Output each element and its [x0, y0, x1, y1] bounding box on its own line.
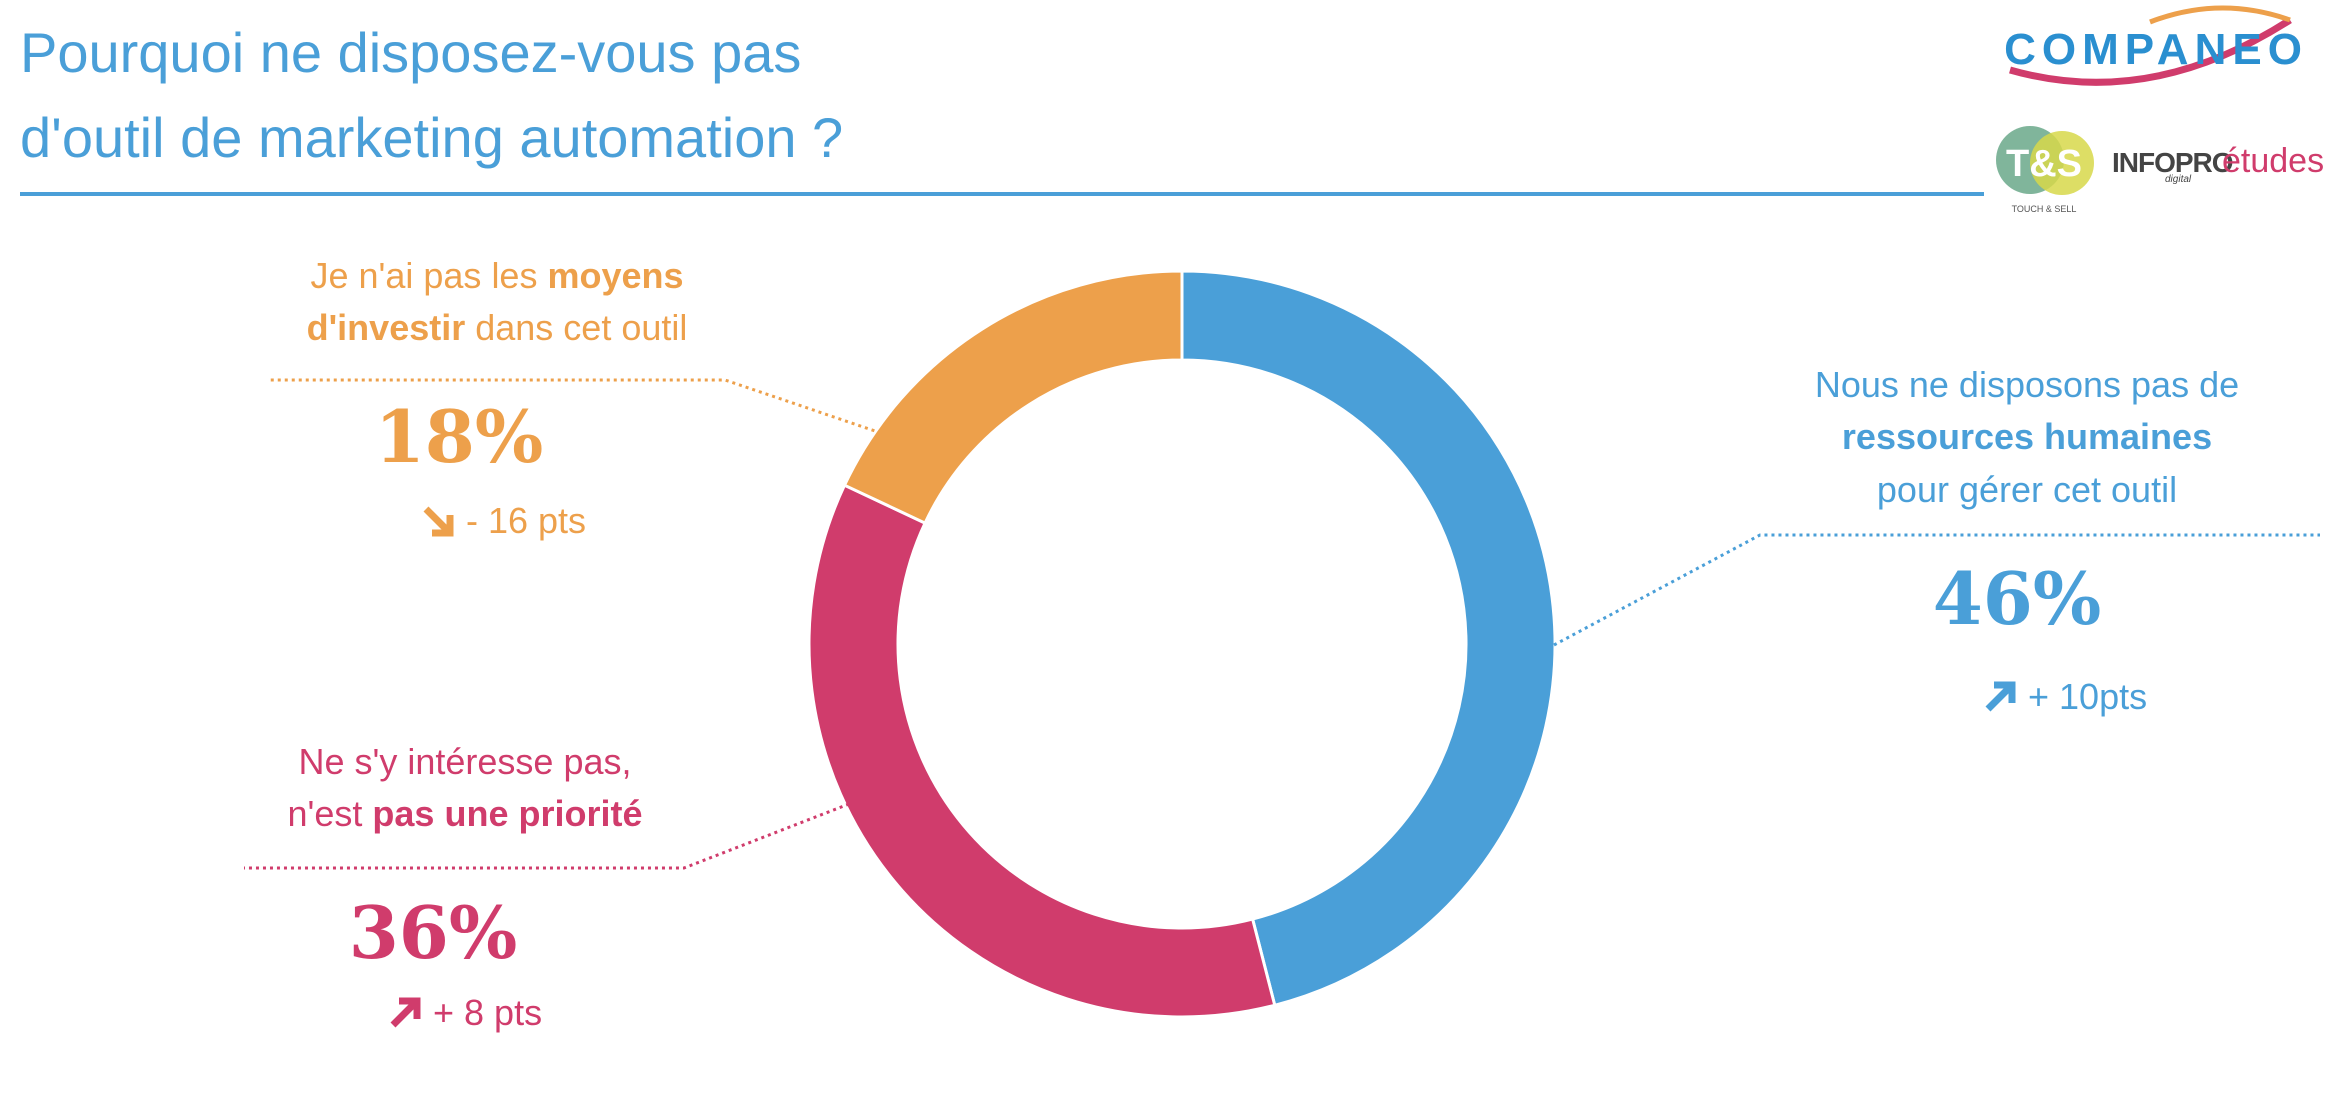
logo-swoosh [2009, 17, 2292, 86]
change-label: + 10pts [2028, 676, 2147, 717]
title-line: d'outil de marketing automation ? [20, 106, 843, 169]
donut-slice [807, 483, 1277, 1019]
trend-arrow [390, 997, 421, 1028]
value-label: 46% [1933, 556, 2102, 641]
slice-label-part: ressources humaines [1842, 416, 2212, 457]
donut-slice [842, 269, 1184, 526]
logo-infopro-sub: digital [2165, 174, 2192, 185]
change-label: + 8 pts [433, 992, 542, 1033]
slice-label-part: d'investir [307, 307, 466, 348]
slice-label-part: Je n'ai pas les [310, 255, 547, 296]
donut-slice [1180, 269, 1557, 1008]
leader-line [269, 378, 882, 435]
change-label: - 16 pts [466, 500, 586, 541]
slice-label-part: moyens [547, 255, 683, 296]
slice-label-part: Ne s'y intéresse pas, [298, 741, 631, 782]
slice-label-part: dans cet outil [465, 307, 687, 348]
leader-line [244, 802, 850, 870]
slice-label-part: Nous ne disposons pas de [1815, 364, 2239, 405]
slice-label: Je n'ai pas les moyens [310, 255, 683, 296]
donut-chart [807, 269, 1557, 1019]
slice-label: Ne s'y intéresse pas, [298, 741, 631, 782]
logo-ts-sub: TOUCH & SELL [2012, 204, 2077, 214]
trend-arrow [1985, 681, 2016, 712]
value-label: 36% [349, 890, 518, 975]
slice-label: ressources humaines [1842, 416, 2212, 457]
logo-circle [2030, 131, 2094, 195]
leader-line [1553, 533, 2320, 647]
slice-label: pour gérer cet outil [1877, 469, 2177, 510]
trend-arrow [423, 506, 454, 537]
slice-label-part: pour gérer cet outil [1877, 469, 2177, 510]
slice-label: d'investir dans cet outil [307, 307, 688, 348]
slice-label-part: pas une priorité [372, 793, 642, 834]
logo-companeo: COMPANEO [2004, 25, 2308, 74]
logo-infopro: INFOPRO [2112, 147, 2233, 178]
logo-etudes: études [2222, 142, 2324, 180]
logo-swoosh [2149, 5, 2291, 25]
logo-ts: T&S [2006, 143, 2082, 185]
slice-label: n'est pas une priorité [288, 793, 643, 834]
slice-label-part: n'est [288, 793, 373, 834]
value-label: 18% [375, 394, 544, 479]
title-line: Pourquoi ne disposez-vous pas [20, 21, 801, 84]
slice-label: Nous ne disposons pas de [1815, 364, 2239, 405]
